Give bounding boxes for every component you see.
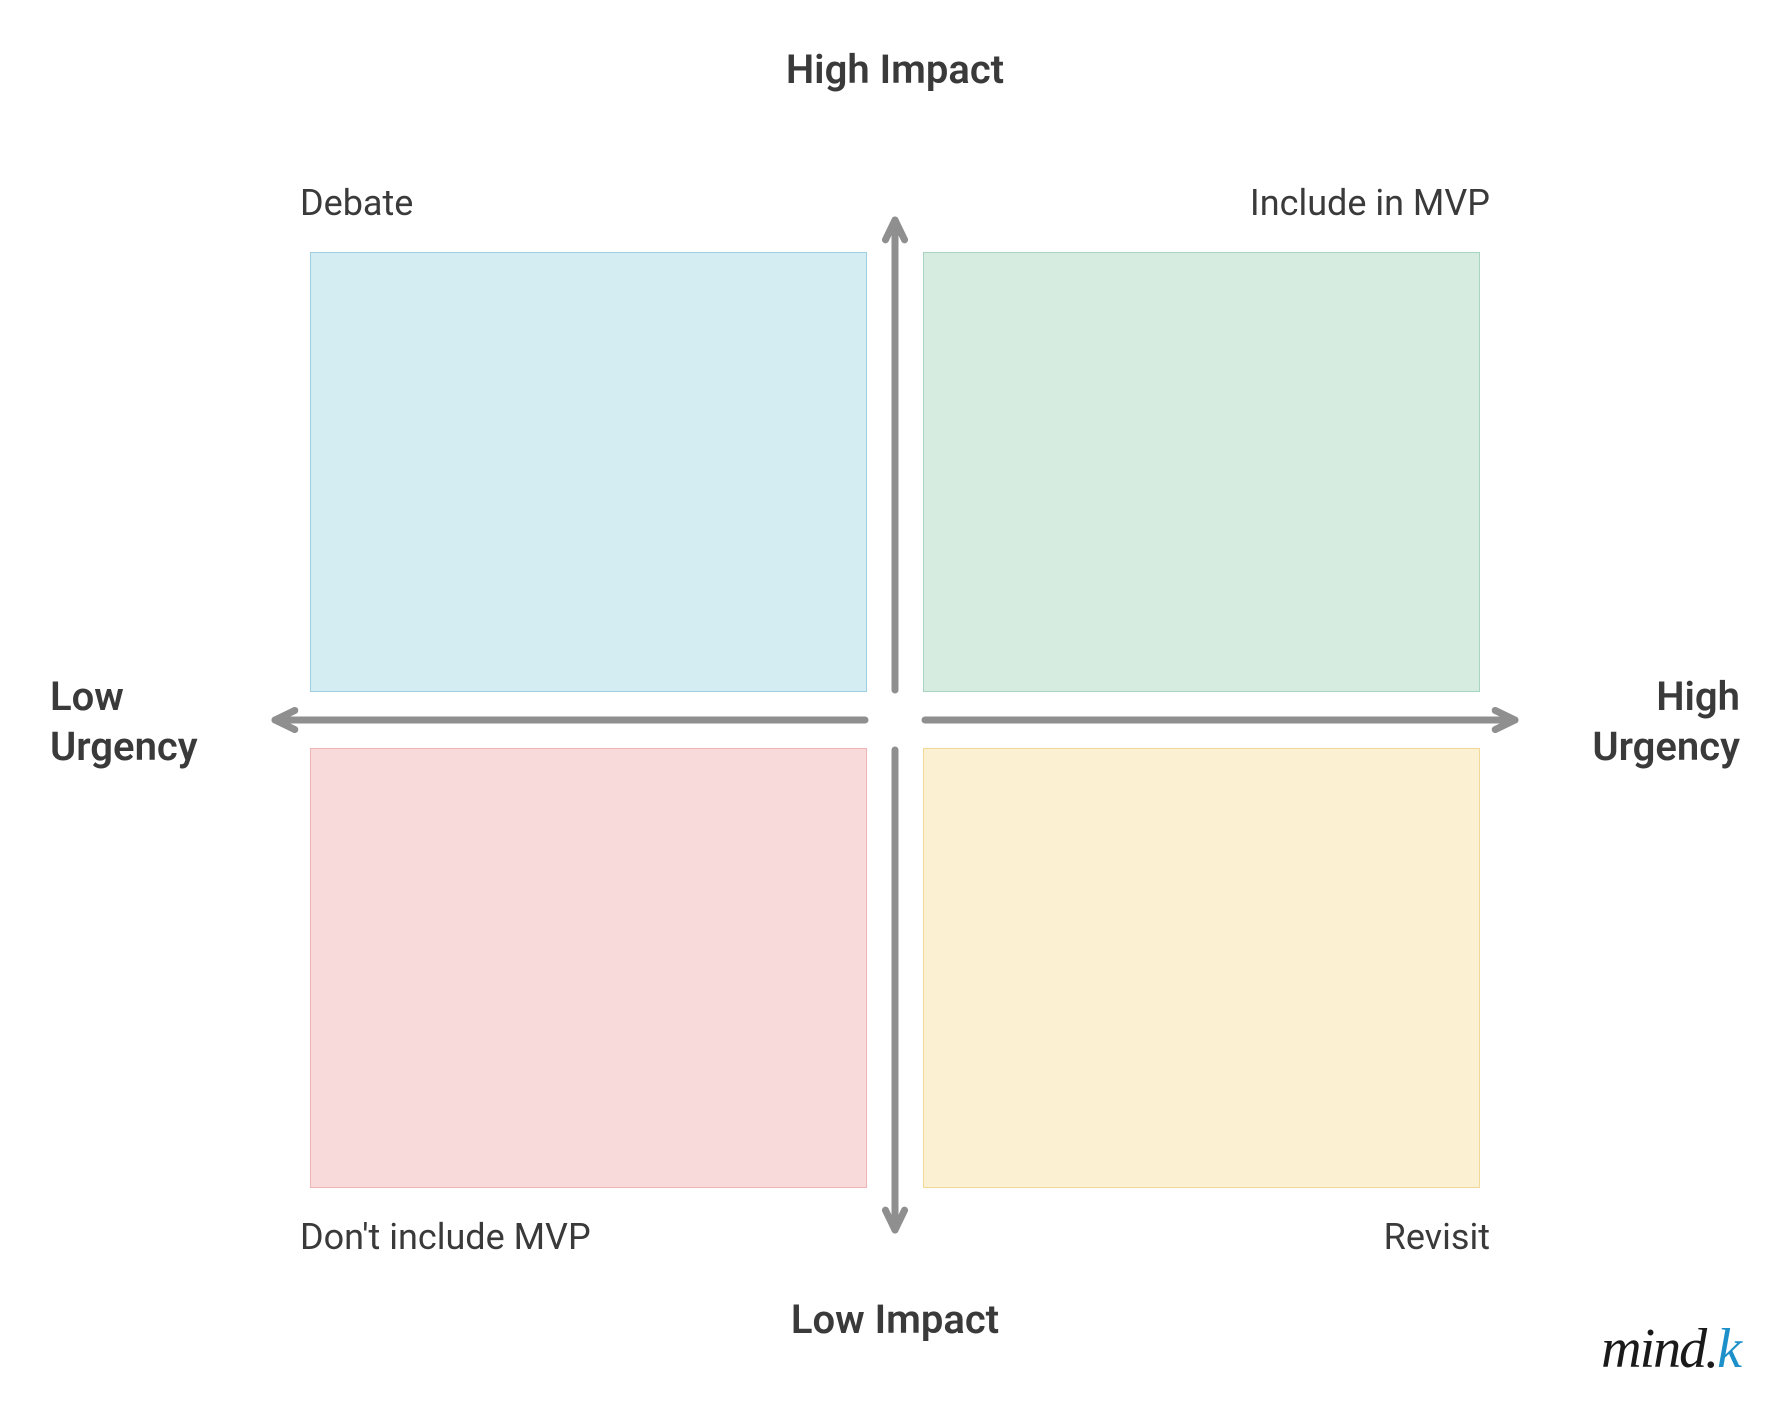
- logo-text-dot: .: [1705, 1318, 1717, 1380]
- logo-text-main: mind: [1601, 1318, 1705, 1380]
- quadrant-diagram: High Impact Low Impact LowUrgency HighUr…: [0, 0, 1790, 1411]
- brand-logo: mind.k: [1601, 1317, 1740, 1381]
- axis-arrows: [0, 0, 1790, 1411]
- logo-text-accent: k: [1717, 1318, 1740, 1380]
